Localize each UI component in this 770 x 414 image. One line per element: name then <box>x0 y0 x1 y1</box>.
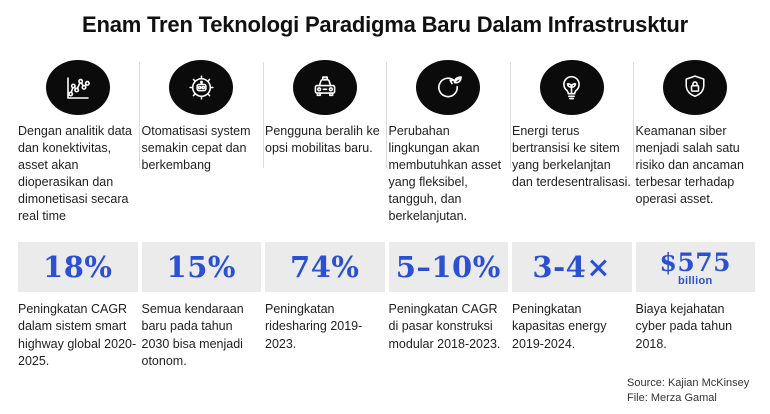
stat-value: 15% <box>141 242 261 292</box>
trend-column-energy: Energi terus bertransisi ke sitem yang b… <box>509 60 632 370</box>
trend-column-analytics: Dengan analitik data dan konektivitas, a… <box>18 60 138 370</box>
stat-value: $575 billion <box>635 242 755 292</box>
stat-caption: Peningkatan kapasitas energy 2019-2024. <box>512 302 607 351</box>
stat-caption: Biaya kejahatan cyber pada tahun 2018. <box>635 302 733 351</box>
trend-description: Pengguna beralih ke opsi mobilitas baru. <box>265 124 380 155</box>
page-title: Enam Tren Teknologi Paradigma Baru Dalam… <box>82 12 688 37</box>
trend-column-sustainability: Perubahan lingkungan akan membutuhkan as… <box>386 60 508 370</box>
trend-column-mobility: Pengguna beralih ke opsi mobilitas baru.… <box>262 60 385 370</box>
green-energy-icon <box>539 60 604 115</box>
stat-value: 18% <box>18 242 138 292</box>
automation-icon <box>169 60 234 115</box>
trend-description: Otomatisasi system semakin cepat dan ber… <box>141 124 251 172</box>
trend-description: Energi terus bertransisi ke sitem yang b… <box>512 124 631 189</box>
source-line: Source: Kajian McKinsey <box>627 377 750 389</box>
trend-columns: Dengan analitik data dan konektivitas, a… <box>18 60 755 370</box>
trend-description: Perubahan lingkungan akan membutuhkan as… <box>388 124 502 223</box>
sustainability-icon <box>416 60 481 115</box>
trend-description: Keamanan siber menjadi salah satu risiko… <box>635 124 744 206</box>
cybersecurity-icon <box>663 60 728 115</box>
attribution: Source: Kajian McKinsey File: Merza Gama… <box>627 376 749 405</box>
taxi-icon <box>292 60 357 115</box>
stat-caption: Peningkatan ridesharing 2019-2023. <box>265 302 363 351</box>
file-line: File: Merza Gamal <box>627 391 717 404</box>
trend-column-cybersecurity: Keamanan siber menjadi salah satu risiko… <box>633 60 755 370</box>
stat-caption: Peningkatan CAGR di pasar konstruksi mod… <box>388 302 501 351</box>
stat-caption: Peningkatan CAGR dalam sistem smart high… <box>18 302 137 368</box>
stat-value: 74% <box>265 242 385 292</box>
trend-description: Dengan analitik data dan konektivitas, a… <box>18 124 132 223</box>
stat-value: 3-4× <box>512 242 632 292</box>
stat-value: 5–10% <box>388 242 508 292</box>
stat-caption: Semua kendaraan baru pada tahun 2030 bis… <box>141 302 244 368</box>
stat-number: $575 <box>659 247 732 277</box>
analytics-icon <box>45 60 110 115</box>
trend-column-automation: Otomatisasi system semakin cepat dan ber… <box>139 60 261 370</box>
stat-unit: billion <box>678 274 713 287</box>
